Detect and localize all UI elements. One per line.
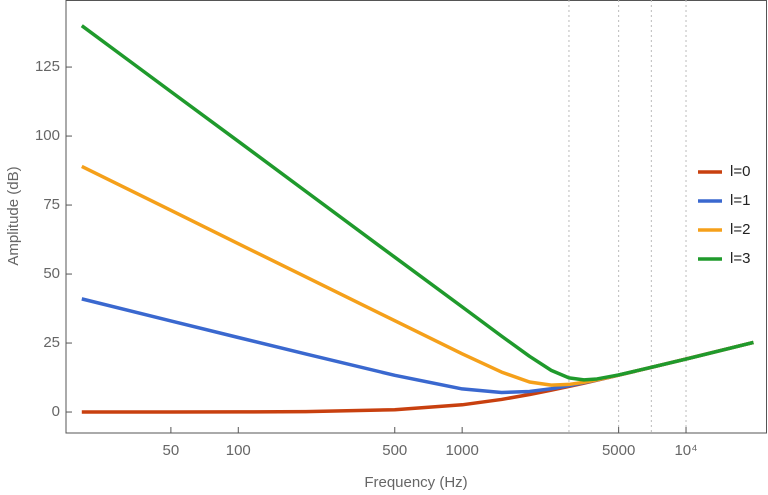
x-tick-label: 10⁴: [674, 442, 697, 459]
x-tick-label: 100: [226, 442, 251, 459]
y-tick-label: 100: [35, 127, 60, 144]
legend-label: l=2: [730, 221, 750, 238]
x-tick-label: 5000: [602, 442, 635, 459]
y-tick-label: 75: [43, 196, 60, 213]
plot-frame: [65, 0, 767, 434]
legend-label: l=0: [730, 163, 750, 180]
y-tick-label: 0: [52, 403, 60, 420]
legend-label: l=3: [730, 250, 750, 267]
x-tick-label: 500: [382, 442, 407, 459]
series-line: [80, 24, 754, 382]
y-tick-label: 50: [43, 265, 60, 282]
y-axis-label: Amplitude (dB): [5, 166, 22, 265]
x-tick-label: 50: [163, 442, 180, 459]
legend-label: l=1: [730, 192, 750, 209]
y-tick-label: 25: [43, 334, 60, 351]
series-line: [81, 340, 754, 414]
y-tick-label: 125: [35, 58, 60, 75]
series-line: [81, 297, 754, 395]
x-axis-label: Frequency (Hz): [364, 474, 467, 491]
x-tick-label: 1000: [445, 442, 478, 459]
